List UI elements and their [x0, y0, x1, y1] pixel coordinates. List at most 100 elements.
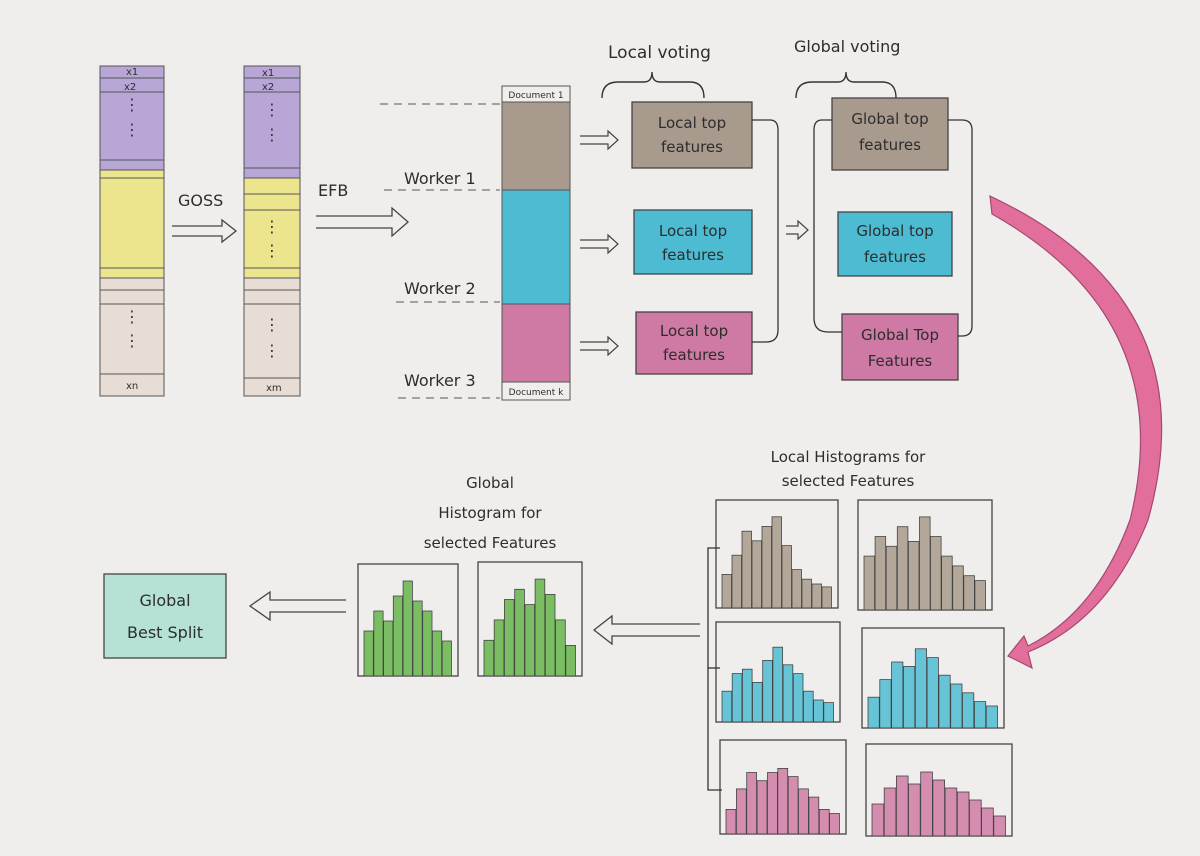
worker-1-label: Worker 1: [404, 169, 476, 188]
global-histogram-bar: [565, 645, 576, 677]
local-histogram-bar: [932, 779, 946, 837]
local-voting-label: Local voting: [608, 43, 711, 63]
local-histogram-bar: [781, 545, 792, 609]
svg-text:⋮: ⋮: [264, 241, 280, 260]
svg-text:⋮: ⋮: [124, 95, 140, 114]
global-top-features-1: Global top features: [831, 97, 949, 171]
local-top-features-2: Local top features: [633, 209, 753, 275]
local-histogram-bar: [741, 530, 752, 609]
svg-text:⋮: ⋮: [124, 307, 140, 326]
global-histogram-bar: [383, 620, 394, 677]
local-histogram-bar: [756, 780, 768, 835]
local-histogram-bar: [751, 540, 762, 609]
global-top-features-3: Global Top Features: [841, 313, 959, 381]
local-histograms: [715, 499, 1013, 837]
svg-text:⋮: ⋮: [264, 217, 280, 236]
local-histogram-bar: [914, 648, 927, 729]
global-histogram-bar: [412, 600, 423, 677]
local-top-features-1: Local top features: [631, 101, 753, 169]
global-histogram-bar: [373, 610, 384, 677]
local-histogram-bar: [969, 799, 982, 837]
local-top-2-line1: Local top: [659, 222, 727, 240]
local-histogram-bar: [919, 516, 931, 611]
global-histogram-bar: [431, 630, 443, 677]
local-histogram-bar: [771, 516, 782, 609]
global-histogram-bar: [402, 580, 413, 677]
best-split-line1: Global: [139, 591, 190, 610]
local-histogram-bar: [801, 578, 812, 609]
global-best-split-box: Global Best Split: [103, 573, 227, 659]
local-histogram-bar: [908, 541, 920, 611]
local-histogram-bar: [938, 674, 951, 729]
global-histogram-bar: [363, 630, 374, 677]
local-histogram-bar: [962, 692, 975, 729]
local-histogram-4: [861, 627, 1005, 729]
svg-text:⋮: ⋮: [264, 125, 280, 144]
global-top-2-line1: Global top: [856, 222, 933, 240]
local-histogram-bar: [829, 813, 840, 835]
local-histogram-bar: [896, 526, 909, 611]
local-histogram-bar: [874, 536, 887, 611]
efb-label: EFB: [318, 181, 348, 200]
local-histogram-bar: [742, 668, 753, 723]
local-histogram-bar: [761, 526, 772, 609]
local-histogram-bar: [896, 775, 909, 837]
global-histogram-bar: [503, 599, 515, 677]
local-histogram-bar: [811, 583, 822, 609]
worker-2-label: Worker 2: [404, 279, 476, 298]
document-k-label: Document k: [509, 388, 564, 398]
local-histogram-bar: [993, 815, 1006, 837]
local-histogram-bar: [792, 673, 804, 723]
local-histogram-bar: [721, 574, 732, 609]
global-voting-label: Global voting: [794, 37, 900, 56]
local-histogram-bar: [762, 660, 773, 723]
local-histogram-bar: [821, 586, 832, 609]
svg-text:⋮: ⋮: [264, 100, 280, 119]
svg-text:⋮: ⋮: [264, 341, 280, 360]
global-top-2-line2: features: [864, 248, 926, 266]
global-histogram-bar: [483, 639, 495, 677]
document-stack: Document 1 Document k: [501, 85, 571, 401]
histogram-merge-arrow: [592, 614, 700, 646]
global-top-3-line2: Features: [868, 352, 933, 370]
global-histogram-bar: [493, 619, 505, 677]
local-histogram-bar: [879, 679, 892, 729]
goss-arrow: [172, 218, 238, 244]
local-top-3-line2: features: [663, 346, 725, 364]
dataset-column-original: ⋮ ⋮ ⋮ ⋮ x1 x2 xn: [99, 65, 165, 397]
local-histogram-1: [715, 499, 839, 609]
local-histogram-bar: [930, 536, 942, 611]
efb-arrow: [316, 206, 409, 238]
local-histogram-bar: [863, 555, 876, 611]
local-histogram-bar: [926, 657, 939, 729]
global-histogram-bar: [392, 595, 403, 677]
global-histogram-bar: [441, 640, 452, 677]
local-histogram-bar: [767, 772, 778, 835]
global-histogram-bar: [555, 619, 566, 677]
local-histogram-bar: [782, 664, 794, 723]
local-histogram-bar: [818, 809, 830, 835]
col1-row2-label: x2: [124, 82, 136, 93]
local-histogram-bar: [777, 768, 789, 835]
global-histogram-2: [477, 561, 583, 677]
global-histogram-1: [357, 563, 459, 677]
svg-text:⋮: ⋮: [124, 120, 140, 139]
local-histogram-bar: [808, 796, 820, 835]
local-histogram-bar: [791, 569, 802, 609]
global-histograms: [357, 561, 583, 677]
global-histogram-bar: [544, 594, 556, 677]
col2-last-label: xm: [266, 383, 282, 394]
document-1-label: Document 1: [508, 91, 563, 101]
local-top-3-line1: Local top: [660, 322, 728, 340]
local-histogram-bar: [950, 683, 963, 729]
local-histogram-bar: [956, 791, 970, 837]
local-histogram-bar: [985, 705, 998, 729]
dataset-column-goss: ⋮ ⋮ ⋮ ⋮ ⋮ ⋮ x1 x2 xm: [243, 65, 301, 397]
local-histogram-bar: [731, 673, 743, 723]
local-histogram-5: [719, 739, 847, 835]
local-top-2-line2: features: [662, 246, 724, 264]
local-histogram-bar: [725, 809, 737, 835]
goss-label: GOSS: [178, 191, 223, 210]
local-histogram-bar: [746, 772, 758, 835]
global-top-1-line2: features: [859, 136, 921, 154]
